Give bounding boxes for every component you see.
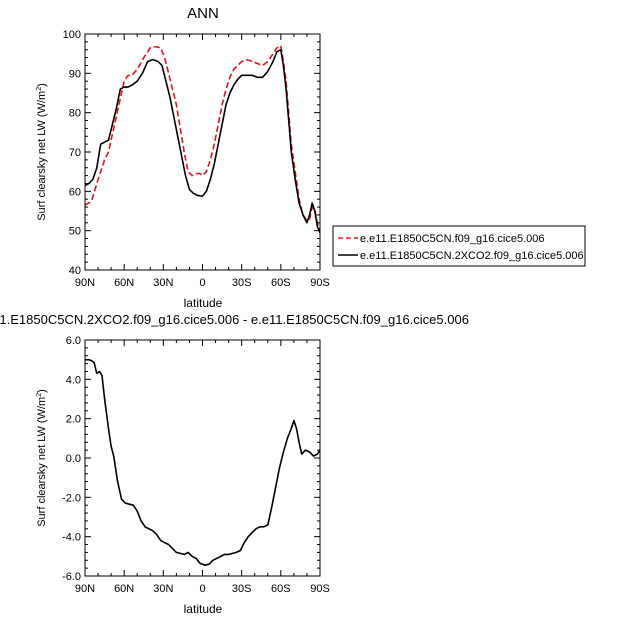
bottom-chart-title: e.e11.E1850C5CN.2XCO2.f09_g16.cice5.006 … [0, 312, 469, 327]
bottom-plot-frame [84, 339, 321, 577]
bottom-y-tick-label: -6.0 [62, 571, 81, 583]
legend-box [332, 225, 586, 267]
bottom-y-tick-label: 4.0 [66, 374, 81, 386]
top-series-line-1 [84, 48, 321, 233]
bottom-y-tick-label: 0.0 [66, 453, 81, 465]
top-x-tick-label: 30S [232, 277, 252, 289]
top-x-tick-label: 90S [310, 277, 330, 289]
bottom-x-axis-label: latitude [184, 602, 223, 616]
bottom-series-layer [85, 358, 321, 566]
bottom-y-axis-label-main: Surf clearsky net LW (W/m [36, 397, 48, 527]
top-x-axis-label: latitude [184, 296, 223, 310]
bottom-y-axis-label-tail: ) [36, 389, 48, 393]
top-x-tick-label: 30N [153, 277, 173, 289]
bottom-series-line-0 [85, 358, 321, 566]
bottom-tick-layer: 90N 60N 30N 0 30S 60S 90S -6.0 -4.0 -2.0 0.0 2.0 4.0… [62, 335, 330, 595]
top-x-tick-label: 60N [114, 277, 134, 289]
bottom-y-axis-label-sup: 2 [36, 393, 43, 397]
bottom-x-tick-label: 60S [271, 583, 291, 595]
top-y-tick-label: 40 [69, 265, 81, 277]
top-y-tick-label: 70 [69, 147, 81, 159]
bottom-y-axis-label: Surf clearsky net LW (W/m2) [36, 389, 48, 527]
top-y-tick-label: 100 [63, 29, 81, 41]
bottom-y-tick-label: -2.0 [62, 492, 81, 504]
top-y-axis-label-tail: ) [36, 83, 48, 87]
bottom-x-tick-label: 30S [232, 583, 252, 595]
top-y-axis-label-sup: 2 [36, 87, 43, 91]
top-chart-title: ANN [187, 5, 219, 22]
top-tick-layer: 90N 60N 30N 0 30S 60S 90S 40 50 60 70 80 90 100 [63, 29, 330, 289]
legend: e.e11.E1850C5CN.f09_g16.cice5.006 e.e11.… [332, 225, 586, 267]
bottom-y-tick-label: -4.0 [62, 532, 81, 544]
top-x-tick-label: 90N [75, 277, 95, 289]
top-y-tick-label: 90 [69, 68, 81, 80]
legend-entry-co2x2: e.e11.E1850C5CN.2XCO2.f09_g16.cice5.006 [360, 250, 584, 262]
top-y-tick-label: 60 [69, 186, 81, 198]
top-series-line-0 [84, 45, 321, 233]
bottom-y-tick-label: 2.0 [66, 414, 81, 426]
bottom-x-tick-label: 0 [199, 583, 205, 595]
top-y-tick-label: 50 [69, 226, 81, 238]
bottom-x-tick-label: 30N [153, 583, 173, 595]
top-y-axis-label: Surf clearsky net LW (W/m2) [36, 83, 48, 221]
legend-entry-control: e.e11.E1850C5CN.f09_g16.cice5.006 [360, 233, 545, 245]
top-series-layer [84, 45, 321, 233]
top-panel: ANN 90N 60N 30N 0 30S 60S 90S 40 50 60 70 80 90 100 l… [36, 5, 586, 310]
top-x-tick-label: 60S [271, 277, 291, 289]
bottom-x-tick-label: 60N [114, 583, 134, 595]
bottom-panel: e.e11.E1850C5CN.2XCO2.f09_g16.cice5.006 … [0, 312, 469, 616]
bottom-x-tick-label: 90N [75, 583, 95, 595]
bottom-x-tick-label: 90S [310, 583, 330, 595]
top-y-axis-label-main: Surf clearsky net LW (W/m [36, 91, 48, 221]
bottom-y-tick-label: 6.0 [66, 335, 81, 347]
top-x-tick-label: 0 [199, 277, 205, 289]
top-y-tick-label: 80 [69, 108, 81, 120]
